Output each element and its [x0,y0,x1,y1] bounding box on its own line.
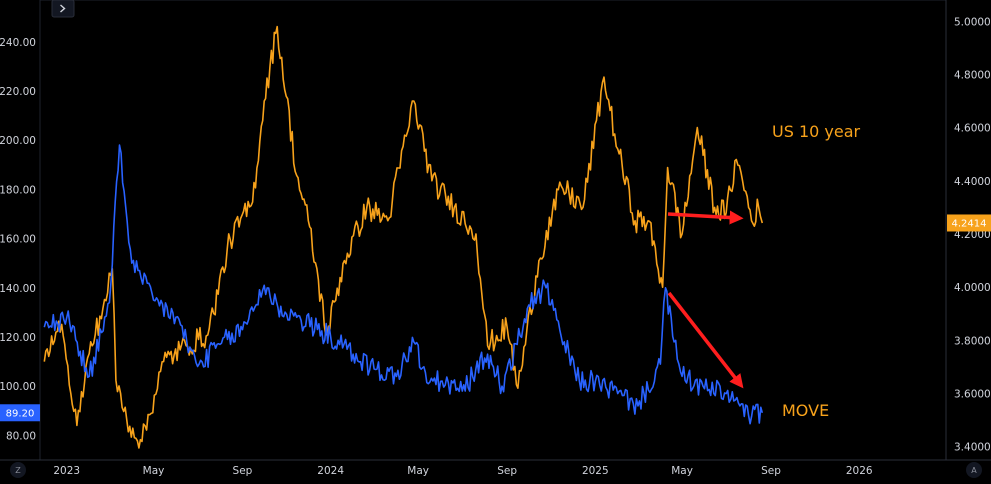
us10y-last-value-badge: 4.2414 [947,214,991,232]
left-axis-tick-label: 200.00 [0,135,36,147]
us10y-series-line [43,25,764,449]
time-axis-tick-label: 2025 [582,465,609,477]
us10y-annotation: US 10 year [772,122,861,141]
right-axis-tick-label: 3.6000 [954,389,991,401]
move-down-arrow [667,291,744,389]
time-axis-tick-label: 2024 [317,465,344,477]
right-axis-tick-label: 4.6000 [954,123,991,135]
time-axis-tick-label: May [671,465,693,477]
time-axis-tick-label: Sep [497,465,517,477]
time-axis-tick-label: Sep [761,465,781,477]
time-axis-tick-label: May [143,465,165,477]
left-axis-tick-label: 100.00 [0,381,36,393]
us10y-last-value: 4.2414 [952,218,987,229]
time-axis-tick-label: May [407,465,429,477]
left-axis-tick-label: 160.00 [0,234,36,246]
left-axis-tick-label: 140.00 [0,283,36,295]
chevron-right-icon [60,4,66,13]
right-axis-tick-label: 3.4000 [954,442,991,454]
right-axis-tick-label: 5.0000 [954,16,991,28]
move-annotation: MOVE [782,401,829,420]
move-series-line [43,144,764,425]
time-axis-tick-label: 2026 [846,465,873,477]
svg-text:A: A [971,466,977,475]
us10y-down-arrow [667,210,744,225]
time-axis-tick-label: Sep [233,465,253,477]
zoom-corner-button[interactable]: Z [10,462,26,478]
time-axis-tick-label: 2023 [53,465,80,477]
move-last-value-badge: 89.20 [0,404,40,422]
right-axis-ticks: 3.4000 3.6000 3.8000 4.0000 4.2000 4.4000 4.60… [954,16,991,453]
left-axis-tick-label: 220.00 [0,86,36,98]
left-axis-tick-label: 120.00 [0,332,36,344]
left-axis-tick-label: 180.00 [0,184,36,196]
right-axis-tick-label: 3.8000 [954,335,991,347]
time-axis-ticks: 2023 May Sep 2024 May Sep 2025 May Sep 2026 [53,465,873,477]
right-axis-tick-label: 4.2000 [954,229,991,241]
auto-scale-corner-button[interactable]: A [966,462,982,478]
right-axis-tick-label: 4.0000 [954,282,991,294]
svg-text:Z: Z [15,466,21,475]
move-last-value: 89.20 [6,408,35,419]
left-axis-tick-label: 240.00 [0,37,36,49]
expand-toggle-button[interactable] [51,0,75,18]
right-axis-tick-label: 4.4000 [954,176,991,188]
left-axis-tick-label: 80.00 [6,430,36,442]
left-axis-ticks: 80.00 100.00 120.00 140.00 160.00 180.00 200.0… [0,37,36,443]
right-axis-tick-label: 4.8000 [954,69,991,81]
